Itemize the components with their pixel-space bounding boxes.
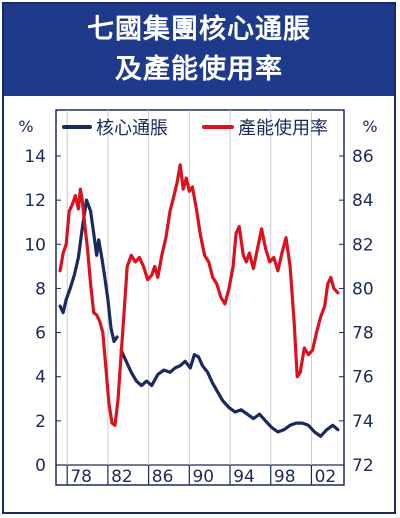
x-axis-tick-label: 90 xyxy=(192,467,214,487)
right-axis-unit: % xyxy=(362,117,377,136)
right-axis-tick-label: 80 xyxy=(352,279,374,299)
x-axis-tick-label: 78 xyxy=(70,467,92,487)
right-axis-tick-label: 78 xyxy=(352,324,374,344)
left-axis-unit: % xyxy=(18,117,33,136)
chart-title-line-1: 七國集團核心通脹 xyxy=(87,14,311,45)
chart-title-line-2: 及產能使用率 xyxy=(115,54,283,85)
x-axis-tick-label: 86 xyxy=(152,467,174,487)
right-axis-tick-label: 86 xyxy=(352,147,374,167)
core-inflation-line xyxy=(58,198,340,438)
x-axis-tick-label: 02 xyxy=(315,467,337,487)
x-axis-tick-label: 94 xyxy=(233,467,255,487)
left-axis-tick-label: 0 xyxy=(35,456,46,476)
left-axis-tick-label: 14 xyxy=(24,147,46,167)
left-axis-tick-label: 8 xyxy=(35,279,46,299)
left-axis-tick-label: 6 xyxy=(35,324,46,344)
left-axis-tick-label: 12 xyxy=(24,191,46,211)
plot-area-wrapper: %% 0 2 4 6 8 10 12 14 72 74 76 78 80 82 84 86 78 82 86 90 94 9… xyxy=(4,96,394,512)
right-axis-tick-label: 74 xyxy=(352,412,374,432)
legend-entry-label: 產能使用率 xyxy=(238,118,328,139)
left-axis-tick-label: 4 xyxy=(35,368,46,388)
right-axis-tick-label: 72 xyxy=(352,456,374,476)
chart-frame: 七國集團核心通脹 及產能使用率 %% 0 2 4 6 8 10 12 14 72 74 76 78 80 8… xyxy=(2,2,396,514)
capacity-utilization-line xyxy=(58,163,340,427)
legend-entry-label: 核心通脹 xyxy=(96,118,168,139)
plot-border xyxy=(55,109,345,486)
left-axis-tick-label: 2 xyxy=(35,412,46,432)
title-banner: 七國集團核心通脹 及產能使用率 xyxy=(4,4,394,96)
right-axis-tick-label: 82 xyxy=(352,235,374,255)
left-axis-tick-label: 10 xyxy=(24,235,46,255)
right-axis-tick-label: 84 xyxy=(352,191,374,211)
right-axis-tick-label: 76 xyxy=(352,368,374,388)
x-axis-tick-label: 98 xyxy=(274,467,296,487)
x-axis-tick-label: 82 xyxy=(111,467,133,487)
